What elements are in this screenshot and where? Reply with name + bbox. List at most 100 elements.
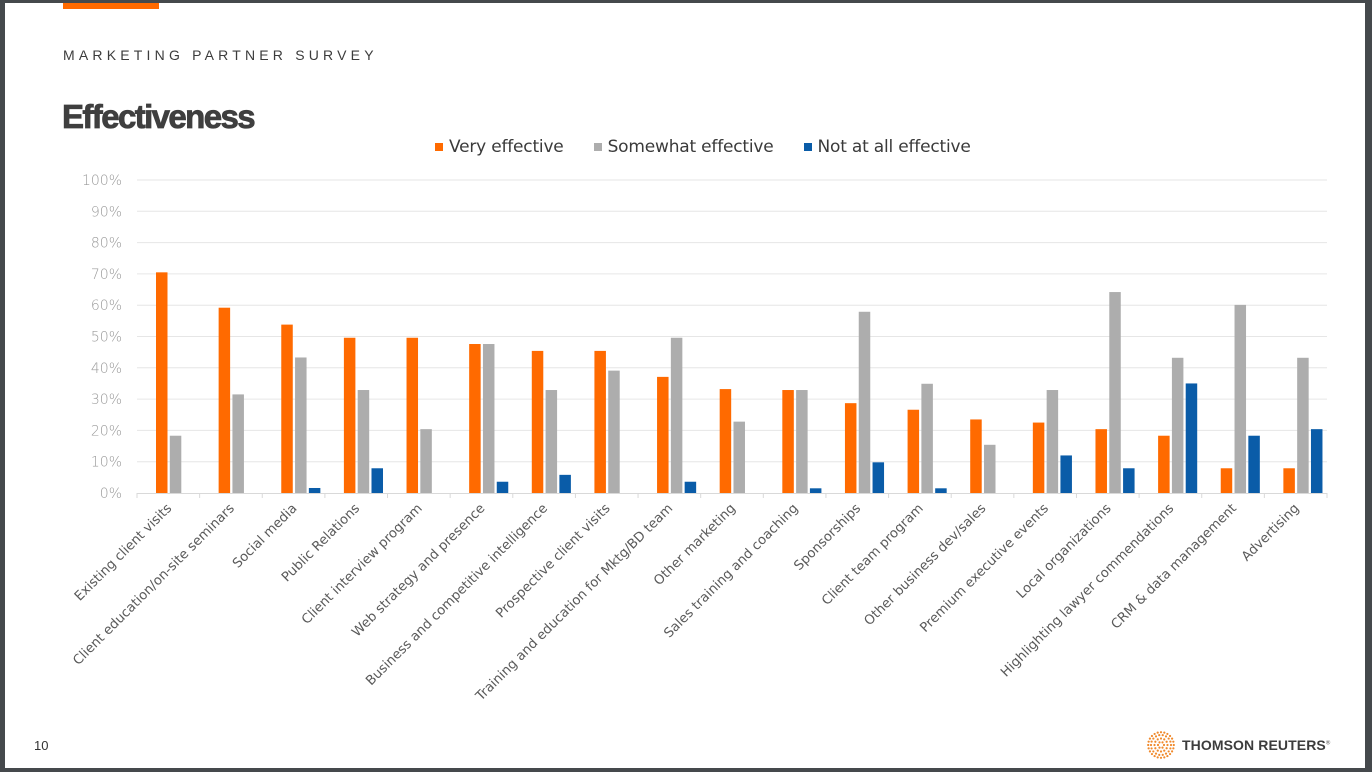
legend-swatch-not-effective bbox=[803, 143, 812, 151]
logo-dot bbox=[1167, 737, 1170, 740]
logo-dot bbox=[1172, 743, 1175, 747]
logo-dot bbox=[1169, 747, 1172, 750]
bar-not-effective bbox=[371, 468, 383, 493]
x-category-label: Social media bbox=[230, 501, 300, 571]
logo-dot bbox=[1161, 741, 1164, 744]
y-axis-ticks: 0% 10% 20% 30% 40% 50% 60% 70% 80% 90% 100% bbox=[82, 173, 122, 502]
bar-not-effective bbox=[935, 488, 947, 493]
chart-legend: Very effective Somewhat effective Not at… bbox=[435, 137, 971, 157]
bar-not-effective bbox=[1123, 468, 1135, 493]
page-number: 10 bbox=[34, 738, 49, 753]
logo-dot bbox=[1149, 743, 1153, 747]
section-eyebrow: MARKETING PARTNER SURVEY bbox=[63, 47, 378, 63]
y-tick-label: 50% bbox=[91, 330, 122, 346]
logo-dot bbox=[1164, 752, 1168, 755]
bar-somewhat-effective bbox=[858, 311, 871, 493]
logo-dot bbox=[1161, 746, 1164, 749]
accent-bar bbox=[63, 3, 159, 9]
x-category-label: CRM & data management bbox=[1109, 501, 1240, 632]
bar-very-effective bbox=[156, 272, 168, 493]
logo-dot bbox=[1158, 753, 1161, 756]
page-title: Effectiveness bbox=[62, 98, 256, 136]
bar-very-effective bbox=[469, 344, 481, 493]
brand-text: THOMSON REUTERS bbox=[1182, 737, 1326, 753]
logo-dot bbox=[1150, 734, 1154, 738]
bar-not-effective bbox=[1185, 383, 1198, 493]
bar-very-effective bbox=[1283, 468, 1295, 493]
bar-very-effective bbox=[1095, 429, 1107, 493]
logo-dot bbox=[1159, 750, 1163, 753]
logo-dot bbox=[1156, 756, 1159, 759]
bar-somewhat-effective bbox=[1297, 357, 1309, 493]
brand-name: THOMSON REUTERS® bbox=[1182, 737, 1330, 753]
logo-dot bbox=[1147, 740, 1150, 743]
logo-dot bbox=[1166, 754, 1169, 758]
bar-somewhat-effective bbox=[984, 444, 996, 493]
bar-somewhat-effective bbox=[670, 337, 683, 493]
logo-dot bbox=[1169, 743, 1173, 747]
y-tick-label: 30% bbox=[91, 392, 122, 408]
slide: MARKETING PARTNER SURVEY Effectiveness V… bbox=[5, 3, 1365, 768]
logo-dot bbox=[1168, 752, 1172, 756]
logo-dot bbox=[1169, 740, 1172, 743]
legend-label: Somewhat effective bbox=[607, 137, 774, 157]
bar-very-effective bbox=[343, 337, 356, 493]
logo-dot bbox=[1167, 750, 1170, 753]
logo-dot bbox=[1165, 747, 1168, 750]
bar-very-effective bbox=[657, 376, 669, 493]
logo-dot bbox=[1150, 747, 1153, 750]
y-tick-label: 90% bbox=[91, 204, 122, 220]
bar-very-effective bbox=[1032, 422, 1045, 493]
logo-dot bbox=[1161, 753, 1164, 756]
legend-item-somewhat-effective: Somewhat effective bbox=[593, 137, 774, 157]
bar-somewhat-effective bbox=[733, 421, 745, 493]
logo-dot bbox=[1166, 732, 1169, 736]
bar-very-effective bbox=[281, 324, 293, 493]
logo-dot bbox=[1152, 750, 1155, 753]
bar-very-effective bbox=[1220, 468, 1233, 493]
x-category-label: Premium executive events bbox=[917, 501, 1052, 636]
legend-item-not-effective: Not at all effective bbox=[803, 137, 971, 157]
logo-dot bbox=[1147, 747, 1150, 750]
x-axis bbox=[136, 493, 1328, 498]
logo-dot bbox=[1165, 740, 1168, 743]
x-category-label: Client team program bbox=[819, 501, 927, 609]
bar-very-effective bbox=[531, 350, 544, 493]
y-tick-label: 80% bbox=[91, 236, 122, 252]
bar-somewhat-effective bbox=[608, 370, 620, 493]
logo-dot bbox=[1172, 740, 1175, 743]
bar-very-effective bbox=[218, 307, 231, 493]
y-tick-label: 70% bbox=[91, 267, 122, 283]
bar-somewhat-effective bbox=[1046, 390, 1059, 493]
logo-dot bbox=[1162, 743, 1166, 747]
logo-dot bbox=[1161, 734, 1164, 737]
bar-not-effective bbox=[809, 488, 822, 493]
bar-somewhat-effective bbox=[796, 390, 808, 493]
logo-dot bbox=[1153, 754, 1156, 758]
legend-item-very-effective: Very effective bbox=[435, 137, 564, 157]
bar-not-effective bbox=[308, 487, 321, 493]
legend-swatch-somewhat-effective bbox=[593, 143, 602, 151]
bar-not-effective bbox=[496, 481, 509, 493]
bar-somewhat-effective bbox=[169, 435, 182, 493]
y-tick-label: 100% bbox=[82, 173, 122, 189]
bar-chart: 0% 10% 20% 30% 40% 50% 60% 70% 80% 90% 100% Existi… bbox=[70, 173, 1328, 705]
bar-somewhat-effective bbox=[1109, 292, 1121, 493]
logo-dot bbox=[1154, 747, 1157, 750]
bar-somewhat-effective bbox=[1234, 304, 1247, 493]
logo-dot bbox=[1166, 743, 1169, 747]
logo-dot bbox=[1152, 737, 1155, 740]
bars bbox=[156, 272, 1323, 493]
y-tick-label: 40% bbox=[91, 361, 122, 377]
bar-not-effective bbox=[872, 462, 885, 493]
gridlines bbox=[137, 179, 1327, 463]
logo-dot bbox=[1156, 731, 1159, 734]
logo-dot bbox=[1159, 756, 1163, 759]
logo-dot bbox=[1168, 734, 1172, 738]
logo-dot bbox=[1150, 752, 1154, 756]
logo-dot bbox=[1156, 743, 1160, 747]
logo-dot bbox=[1163, 731, 1166, 734]
bar-very-effective bbox=[907, 409, 920, 493]
logo-dot bbox=[1153, 732, 1156, 736]
